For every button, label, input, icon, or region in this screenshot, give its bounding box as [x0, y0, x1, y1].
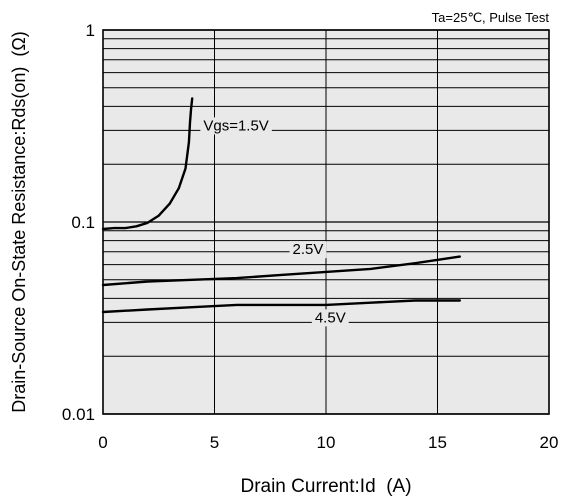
series-label-bg: [200, 117, 272, 135]
grid: [102, 29, 550, 415]
series-label-2: 2.5V: [293, 241, 324, 258]
x-tick-label: 10: [317, 433, 336, 452]
series-label-bg: [311, 309, 349, 327]
y-tick-labels: 0.01 0.1 1: [62, 21, 95, 424]
y-tick-label: 0.1: [71, 213, 95, 232]
plot-frame: [102, 29, 550, 415]
x-tick-label: 20: [540, 433, 559, 452]
y-tick-label: 0.01: [62, 405, 95, 424]
series-line-2: [101, 255, 461, 287]
chart-annotation: Ta=25℃, Pulse Test: [432, 10, 550, 25]
y-tick-label: 1: [86, 21, 95, 40]
series-labels: Vgs=1.5V 2.5V 4.5V: [200, 117, 349, 327]
x-tick-label: 0: [98, 433, 107, 452]
x-tick-labels: 0 5 10 15 20: [98, 433, 558, 452]
series-line-1: [101, 97, 194, 231]
curves: [101, 97, 461, 314]
series-label-3: 4.5V: [315, 309, 346, 326]
series-line-3: [101, 299, 461, 314]
x-tick-label: 15: [428, 433, 447, 452]
series-label-bg: [289, 241, 327, 259]
x-tick-label: 5: [210, 433, 219, 452]
x-axis-label: Drain Current:Id (A): [240, 476, 411, 497]
y-axis-label: Drain-Source On-State Resistance:Rds(on)…: [9, 31, 29, 413]
series-label-1: Vgs=1.5V: [203, 117, 268, 134]
